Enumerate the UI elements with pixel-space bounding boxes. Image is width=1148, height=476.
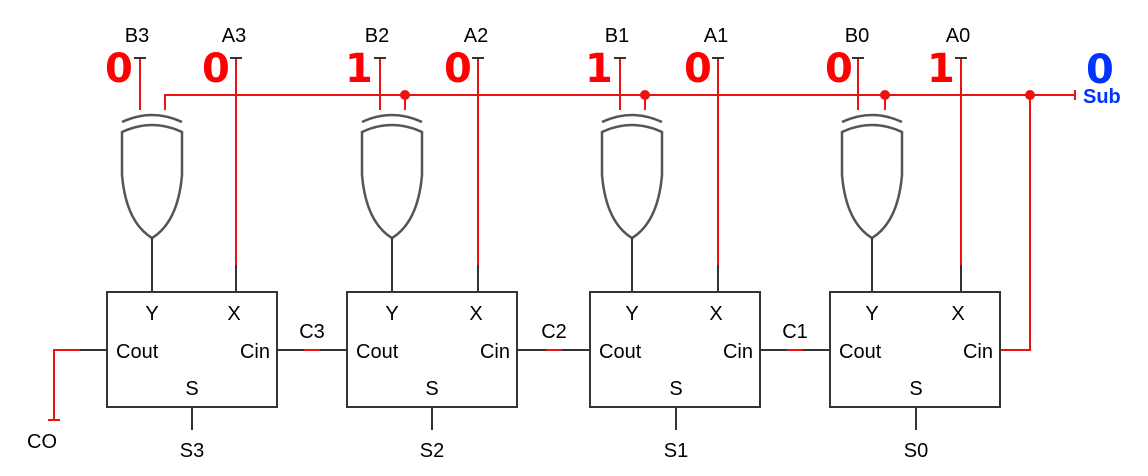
sum-label: S3 bbox=[180, 440, 204, 462]
carry-wires: C3 C2 C1 bbox=[277, 321, 830, 351]
adder-x-label: X bbox=[951, 303, 964, 325]
sum-label: S0 bbox=[904, 440, 928, 462]
sum-label: S1 bbox=[664, 440, 688, 462]
b1-label: B1 bbox=[605, 25, 629, 47]
xor-gate bbox=[600, 113, 664, 240]
adder-cin-label: Cin bbox=[480, 341, 510, 363]
b3-value: 0 bbox=[105, 46, 133, 92]
adder-cout-label: Cout bbox=[599, 341, 642, 363]
stage-2: Y X Cout Cin S S2 1 0 B2 A2 bbox=[345, 25, 518, 462]
stage-1: Y X Cout Cin S S1 1 0 B1 A1 bbox=[585, 25, 761, 462]
sub-control-line bbox=[164, 90, 1076, 351]
full-adder-box bbox=[829, 291, 1001, 408]
carry-label-c3: C3 bbox=[299, 321, 325, 343]
carry-out: CO bbox=[27, 349, 107, 453]
a3-label: A3 bbox=[222, 25, 246, 47]
xor-gate bbox=[840, 113, 904, 240]
stage-3: Y X Cout Cin S S3 0 0 B3 A3 bbox=[105, 25, 278, 462]
adder-y-label: Y bbox=[865, 303, 878, 325]
a1-label: A1 bbox=[704, 25, 728, 47]
a3-value: 0 bbox=[202, 46, 230, 92]
a2-value: 0 bbox=[444, 46, 472, 92]
b0-value: 0 bbox=[825, 46, 853, 92]
stage-0: Y X Cout Cin S S0 0 1 B0 A0 bbox=[825, 25, 1001, 462]
adder-y-label: Y bbox=[385, 303, 398, 325]
xor-gate bbox=[360, 113, 424, 240]
carry-out-label: CO bbox=[27, 431, 57, 453]
adder-cout-label: Cout bbox=[839, 341, 882, 363]
sub-value: 0 bbox=[1086, 47, 1114, 93]
sub-label: Sub bbox=[1083, 86, 1121, 108]
adder-x-label: X bbox=[227, 303, 240, 325]
junction-dot bbox=[640, 90, 650, 100]
adder-cout-label: Cout bbox=[116, 341, 159, 363]
b2-value: 1 bbox=[345, 46, 373, 92]
adder-cin-label: Cin bbox=[723, 341, 753, 363]
adder-s-label: S bbox=[669, 378, 682, 400]
adder-x-label: X bbox=[469, 303, 482, 325]
b3-label: B3 bbox=[125, 25, 149, 47]
adder-cin-label: Cin bbox=[240, 341, 270, 363]
b2-label: B2 bbox=[365, 25, 389, 47]
adder-cout-label: Cout bbox=[356, 341, 399, 363]
adder-x-label: X bbox=[709, 303, 722, 325]
junction-dot bbox=[880, 90, 890, 100]
b1-value: 1 bbox=[585, 46, 613, 92]
junction-dot bbox=[1025, 90, 1035, 100]
carry-label-c2: C2 bbox=[541, 321, 567, 343]
sum-label: S2 bbox=[420, 440, 444, 462]
adder-s-label: S bbox=[185, 378, 198, 400]
a0-label: A0 bbox=[946, 25, 970, 47]
b0-label: B0 bbox=[845, 25, 869, 47]
a0-value: 1 bbox=[927, 46, 955, 92]
adder-s-label: S bbox=[909, 378, 922, 400]
adder-cin-label: Cin bbox=[963, 341, 993, 363]
carry-label-c1: C1 bbox=[782, 321, 808, 343]
adder-y-label: Y bbox=[145, 303, 158, 325]
adder-y-label: Y bbox=[625, 303, 638, 325]
junction-dot bbox=[400, 90, 410, 100]
xor-gate bbox=[120, 113, 184, 240]
a1-value: 0 bbox=[684, 46, 712, 92]
a2-label: A2 bbox=[464, 25, 488, 47]
adder-s-label: S bbox=[425, 378, 438, 400]
